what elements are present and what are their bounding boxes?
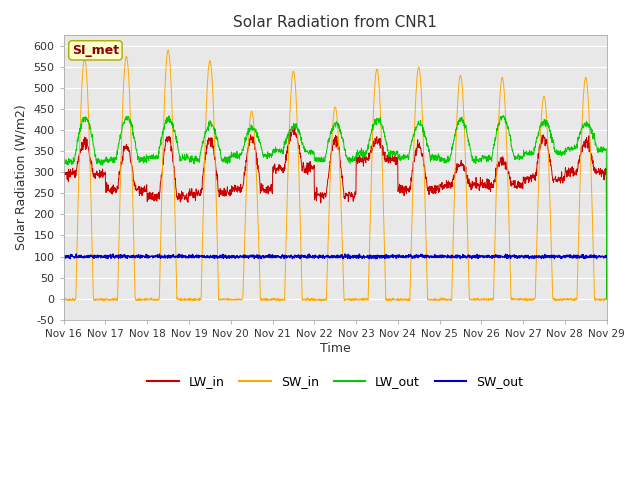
- Y-axis label: Solar Radiation (W/m2): Solar Radiation (W/m2): [15, 105, 28, 251]
- SW_in: [238, 296, 246, 302]
- SW_in: [99, 298, 107, 304]
- LW_out: [603, 296, 611, 301]
- LW_out: [230, 155, 238, 160]
- SW_in: [60, 296, 68, 302]
- LW_in: [221, 191, 229, 196]
- SW_out: [603, 254, 611, 260]
- LW_in: [230, 187, 238, 193]
- LW_out: [598, 149, 606, 155]
- LW_out: [221, 160, 229, 166]
- Line: LW_in: LW_in: [64, 127, 607, 299]
- SW_in: [344, 297, 351, 303]
- Title: Solar Radiation from CNR1: Solar Radiation from CNR1: [233, 15, 437, 30]
- SW_in: [603, 296, 611, 301]
- X-axis label: Time: Time: [320, 342, 351, 355]
- LW_out: [60, 157, 68, 163]
- SW_in: [164, 47, 172, 53]
- SW_out: [60, 253, 68, 259]
- LW_in: [344, 193, 351, 199]
- SW_out: [231, 254, 239, 260]
- SW_in: [231, 298, 239, 303]
- SW_out: [238, 254, 246, 260]
- SW_in: [524, 297, 532, 303]
- Line: SW_in: SW_in: [64, 50, 607, 301]
- LW_out: [524, 151, 531, 156]
- SW_out: [222, 252, 230, 258]
- LW_in: [524, 174, 531, 180]
- LW_in: [237, 188, 245, 194]
- LW_out: [499, 112, 507, 118]
- SW_out: [67, 256, 74, 262]
- LW_in: [289, 124, 297, 130]
- SW_out: [109, 251, 117, 257]
- SW_out: [344, 256, 351, 262]
- LW_in: [598, 167, 606, 173]
- LW_out: [237, 152, 245, 157]
- Line: LW_out: LW_out: [64, 115, 607, 299]
- Legend: LW_in, SW_in, LW_out, SW_out: LW_in, SW_in, LW_out, SW_out: [142, 370, 528, 393]
- Text: SI_met: SI_met: [72, 44, 119, 57]
- LW_in: [60, 170, 68, 176]
- Line: SW_out: SW_out: [64, 254, 607, 259]
- SW_out: [598, 254, 606, 260]
- SW_out: [524, 254, 532, 260]
- SW_in: [222, 296, 230, 302]
- LW_in: [603, 296, 611, 301]
- SW_in: [598, 297, 606, 302]
- LW_out: [344, 156, 351, 161]
